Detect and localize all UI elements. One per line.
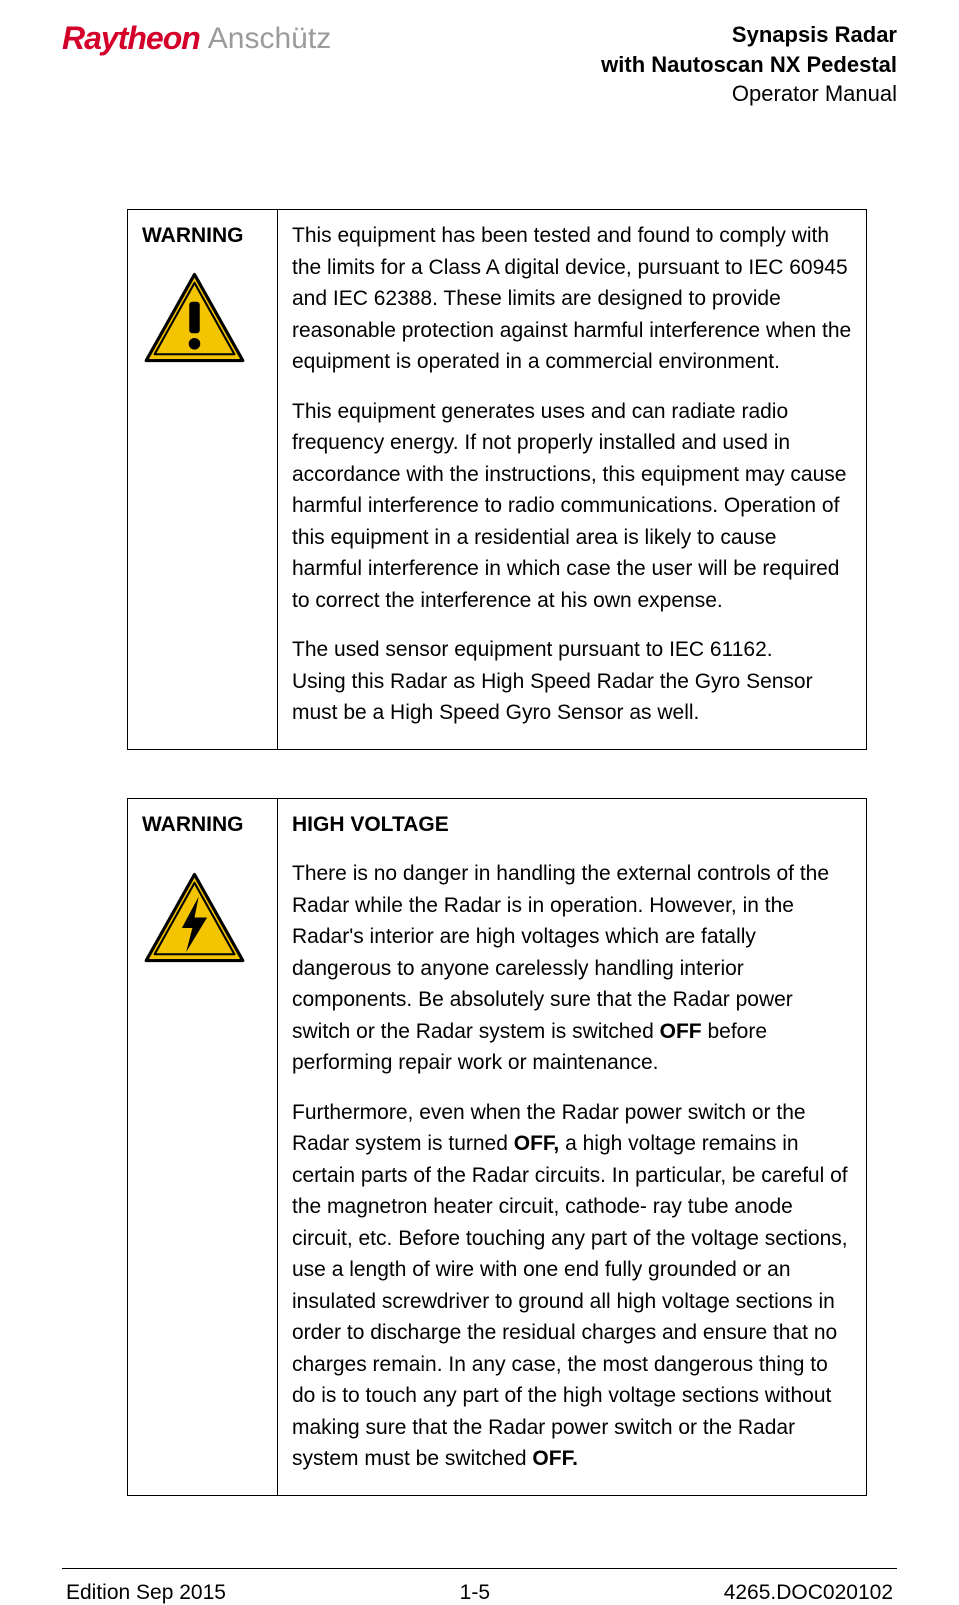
warning-2-label: WARNING bbox=[142, 809, 263, 841]
page-content: WARNING This equipment has been tested a… bbox=[62, 139, 897, 1544]
footer-edition: Edition Sep 2015 bbox=[66, 1581, 226, 1605]
warning-2-left-cell: WARNING bbox=[128, 798, 278, 1495]
footer-page-number: 1-5 bbox=[460, 1581, 490, 1605]
logo-raytheon-text: Raytheon bbox=[62, 20, 200, 57]
page-footer: Edition Sep 2015 1-5 4265.DOC020102 bbox=[62, 1544, 897, 1605]
warning-exclamation-icon bbox=[142, 270, 247, 365]
warning-1-paragraph-1: This equipment has been tested and found… bbox=[292, 220, 852, 378]
warning-1-body-cell: This equipment has been tested and found… bbox=[278, 210, 867, 750]
brand-logo: Raytheon Anschütz bbox=[62, 20, 331, 57]
warning-2-body-cell: HIGH VOLTAGE There is no danger in handl… bbox=[278, 798, 867, 1495]
warning-2-paragraph-1: There is no danger in handling the exter… bbox=[292, 858, 852, 1079]
header-titles: Synapsis Radar with Nautoscan NX Pedesta… bbox=[601, 20, 897, 109]
warning-table-2: WARNING HIGH VOLTAGE There is no danger … bbox=[127, 798, 867, 1496]
warning-2-paragraph-2: Furthermore, even when the Radar power s… bbox=[292, 1097, 852, 1475]
logo-anschutz-text: Anschütz bbox=[208, 22, 331, 56]
warning-1-paragraph-3: The used sensor equipment pursuant to IE… bbox=[292, 634, 852, 729]
page-header: Raytheon Anschütz Synapsis Radar with Na… bbox=[62, 20, 897, 139]
header-title-line-1: Synapsis Radar bbox=[601, 20, 897, 50]
warning-1-left-cell: WARNING bbox=[128, 210, 278, 750]
warning-high-voltage-icon bbox=[142, 870, 247, 965]
warning-1-label: WARNING bbox=[142, 220, 263, 252]
footer-doc-id: 4265.DOC020102 bbox=[724, 1581, 893, 1605]
warning-1-paragraph-2: This equipment generates uses and can ra… bbox=[292, 396, 852, 617]
header-title-line-2: with Nautoscan NX Pedestal bbox=[601, 50, 897, 80]
header-title-line-3: Operator Manual bbox=[601, 79, 897, 109]
warning-table-1: WARNING This equipment has been tested a… bbox=[127, 209, 867, 750]
warning-2-subtitle: HIGH VOLTAGE bbox=[292, 809, 852, 841]
